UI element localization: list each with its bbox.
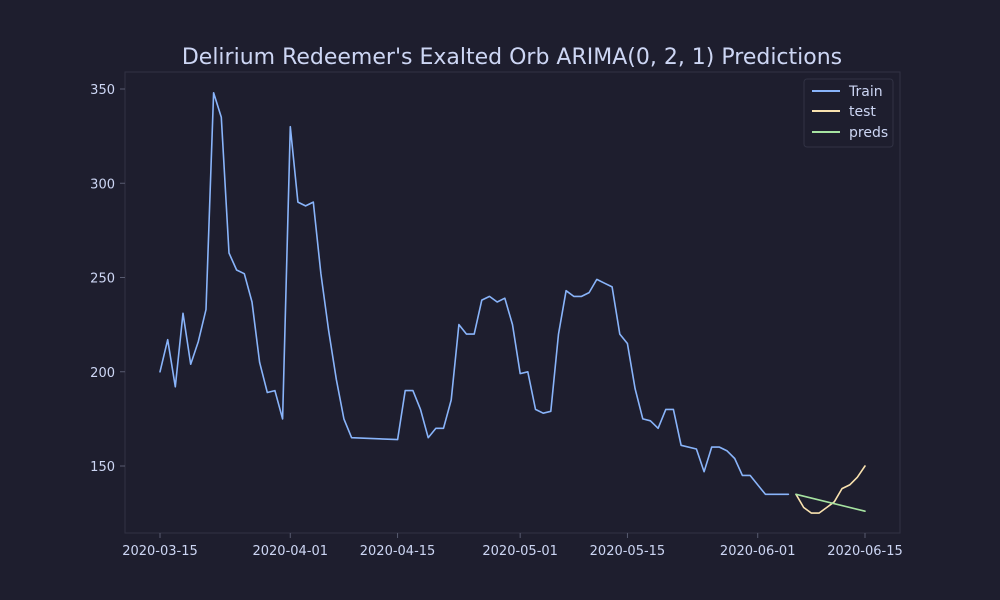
series-line-train [159,92,790,496]
plot-area-frame [124,71,901,534]
chart-title: Delirium Redeemer's Exalted Orb ARIMA(0,… [182,45,842,70]
y-tick-label: 350 [90,83,115,98]
y-tick-label: 250 [90,272,115,287]
legend-label-preds: preds [849,125,888,141]
y-tick-label: 300 [90,177,115,192]
x-tick-label: 2020-06-01 [720,544,796,559]
x-tick-label: 2020-06-15 [827,544,903,559]
y-tick-label: 150 [90,460,115,475]
x-tick-label: 2020-05-15 [590,544,666,559]
legend-label-test: test [849,104,876,120]
series-line-test [795,465,866,514]
legend-box [803,78,894,148]
x-tick-label: 2020-04-01 [252,544,328,559]
legend-label-train: Train [848,84,883,100]
x-tick-label: 2020-04-15 [360,544,436,559]
y-tick-label: 200 [90,366,115,381]
series-line-preds [795,493,866,513]
series-lines [159,92,866,514]
legend: Train test preds [803,78,894,148]
x-tick-label: 2020-05-01 [482,544,558,559]
axis-ticks: 2020-03-15 2020-04-01 2020-04-15 2020-05-01… [90,83,903,559]
x-tick-label: 2020-03-15 [122,544,198,559]
